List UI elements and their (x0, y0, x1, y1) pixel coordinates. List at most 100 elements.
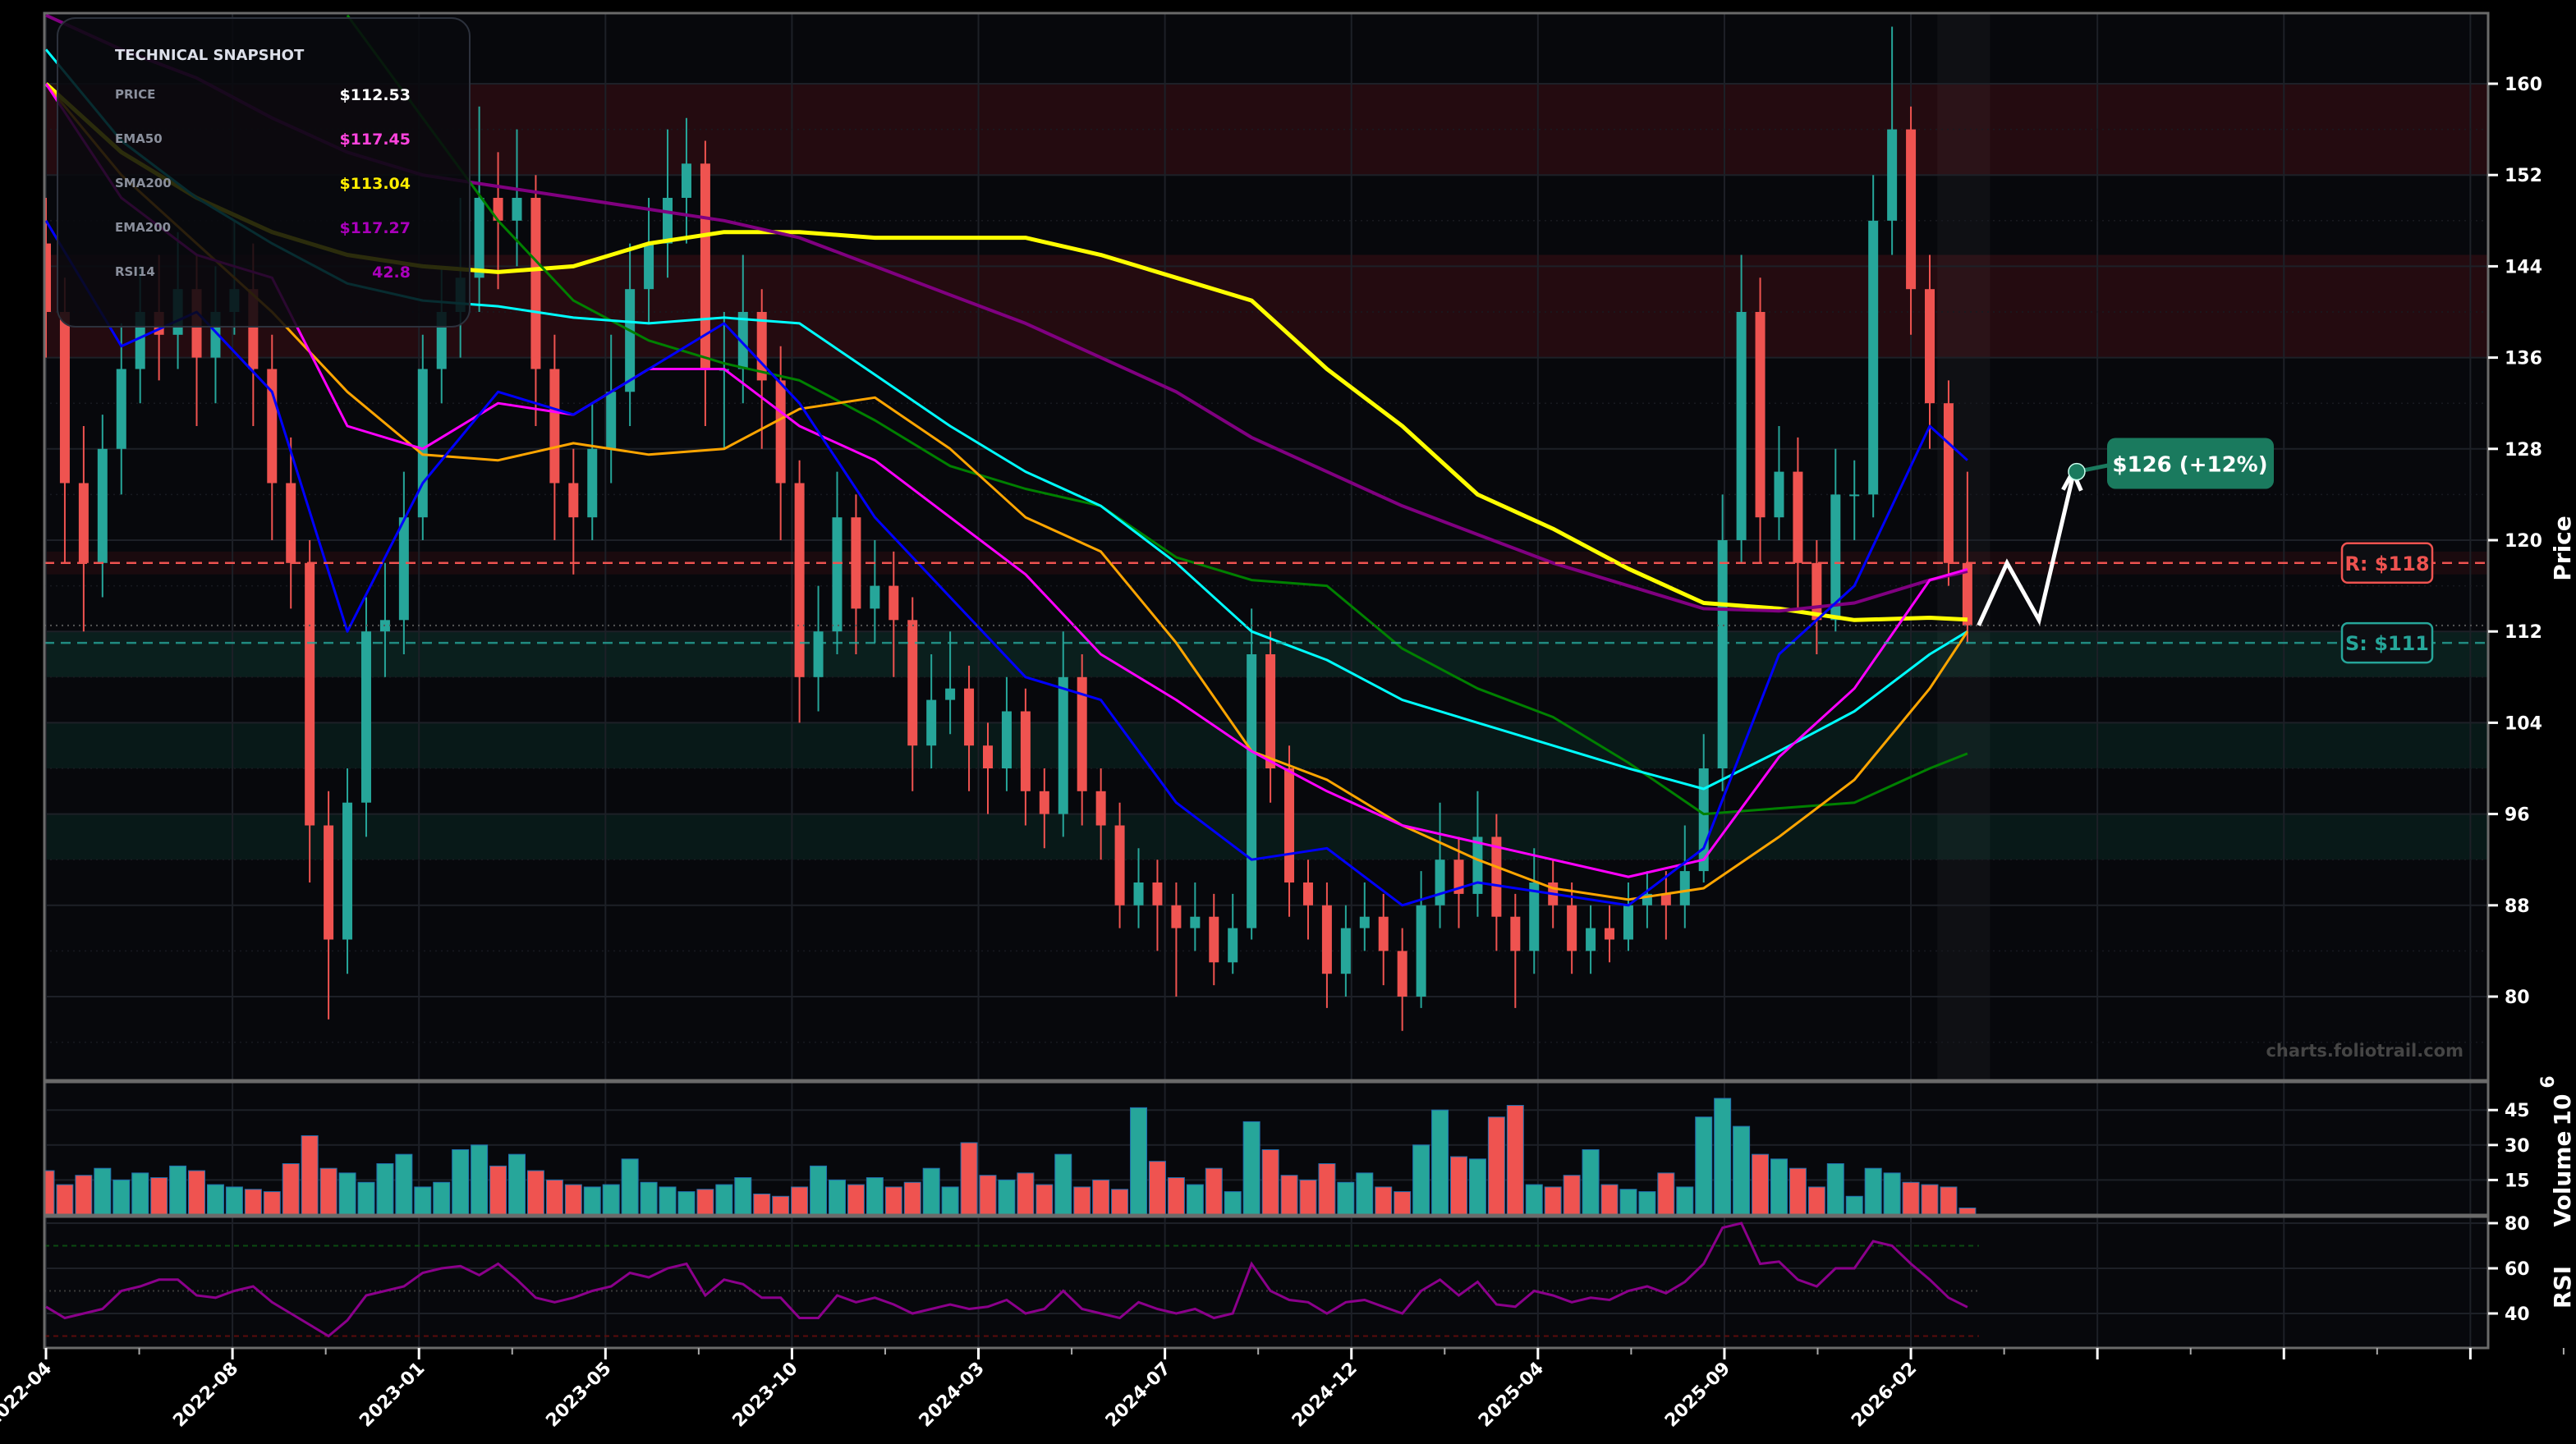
candle-body (1284, 768, 1295, 882)
candle-body (1510, 916, 1521, 951)
candle-body (44, 243, 51, 312)
candle (324, 791, 334, 1020)
candle-body (1020, 711, 1031, 791)
volume-bar (696, 1189, 714, 1215)
candle-body (1077, 676, 1087, 791)
candle (1660, 871, 1671, 940)
volume-bar (602, 1184, 620, 1215)
volume-bar (847, 1184, 865, 1215)
candle-body (549, 369, 560, 484)
candle (1001, 676, 1012, 791)
price-axis-tick-label: 152 (2505, 166, 2542, 186)
candle (625, 243, 636, 426)
candle (530, 175, 541, 426)
volume-bar (1111, 1189, 1129, 1215)
volume-bar (319, 1167, 337, 1215)
volume-bar (1902, 1181, 1920, 1215)
candle-body (681, 163, 691, 198)
volume-bar (1318, 1163, 1336, 1215)
candle-body (59, 312, 70, 484)
volume-bar (1676, 1186, 1694, 1215)
volume-bar (1092, 1179, 1110, 1215)
volume-bar (225, 1186, 243, 1215)
volume-bar (621, 1158, 639, 1215)
candle-body (625, 289, 636, 392)
volume-bar (1468, 1158, 1486, 1215)
candle (926, 654, 937, 768)
candle-body (1925, 289, 1935, 404)
candle-body (512, 198, 522, 221)
snapshot-value-ema200: $117.27 (339, 219, 411, 237)
x-axis-tick-label: 2022-04 (0, 1359, 56, 1432)
snapshot-title: TECHNICAL SNAPSHOT (115, 47, 305, 64)
snapshot-label-ema200: EMA200 (115, 220, 171, 235)
candle (681, 117, 691, 244)
panel-border (43, 1080, 2490, 1217)
volume-bars (44, 1098, 1977, 1215)
price-axis-tick-label: 136 (2505, 349, 2542, 369)
candle-body (1247, 654, 1257, 928)
volume-bar (1242, 1121, 1260, 1215)
candle-body (1416, 905, 1426, 997)
volume-bar (545, 1179, 563, 1215)
candle (1793, 437, 1803, 609)
volume-bar (1186, 1184, 1204, 1215)
candle-body (493, 198, 503, 221)
candle-body (1755, 312, 1766, 518)
candle (286, 437, 296, 609)
volume-bar (1563, 1175, 1581, 1215)
candle (512, 129, 522, 267)
candle (737, 254, 748, 404)
resistance-label: R: $118 (2344, 552, 2429, 575)
volume-unit-exponent: 6 (2538, 1075, 2559, 1088)
volume-bar (1261, 1148, 1279, 1215)
candle-body (926, 699, 937, 746)
x-axis-tick-label: 2025-09 (1661, 1359, 1734, 1432)
candle (907, 597, 918, 791)
target-label: $126 (+12%) (2112, 452, 2267, 477)
volume-bar (1375, 1186, 1393, 1215)
candle (568, 448, 579, 575)
candle (1925, 254, 1935, 449)
moving-average-line (44, 83, 1968, 878)
candle-body (1491, 837, 1502, 917)
price-axis-tick-label: 104 (2505, 713, 2542, 734)
candle (44, 198, 51, 358)
candle (889, 551, 899, 677)
candle (1605, 905, 1615, 963)
candle (1887, 26, 1898, 255)
x-axis-tick-label: 2022-08 (169, 1359, 242, 1432)
volume-bar (56, 1184, 74, 1215)
volume-bar (659, 1186, 677, 1215)
candle-body (1830, 494, 1841, 621)
volume-bar (1394, 1191, 1412, 1215)
volume-bar (1619, 1189, 1637, 1215)
snapshot-label-sma200: SMA200 (115, 176, 172, 190)
candle-body (417, 369, 428, 518)
volume-bar (94, 1167, 112, 1215)
candle (1228, 893, 1238, 974)
candle (1623, 882, 1633, 951)
candle (1830, 448, 1841, 632)
snapshot-value-ema50: $117.45 (339, 131, 411, 149)
candle-body (1152, 882, 1163, 905)
candle-body (945, 688, 956, 700)
candle (1906, 106, 1917, 335)
panel-border (43, 1215, 2490, 1350)
volume-bar (1280, 1175, 1298, 1215)
candle-body (794, 483, 805, 677)
candle-body (587, 448, 598, 518)
price-axis-tick-label: 112 (2505, 622, 2542, 643)
volume-bar (112, 1179, 131, 1215)
x-axis-tick-label: 2024-07 (1102, 1359, 1175, 1432)
volume-bar (1017, 1172, 1035, 1215)
volume-bar (810, 1165, 828, 1215)
volume-bar (414, 1186, 432, 1215)
candle (1849, 460, 1860, 540)
volume-bar (791, 1186, 809, 1215)
volume-bar (206, 1184, 224, 1215)
candle (474, 106, 484, 312)
volume-bar (1695, 1116, 1713, 1215)
candle (549, 334, 560, 540)
x-axis-tick-label: 2023-10 (729, 1359, 802, 1432)
